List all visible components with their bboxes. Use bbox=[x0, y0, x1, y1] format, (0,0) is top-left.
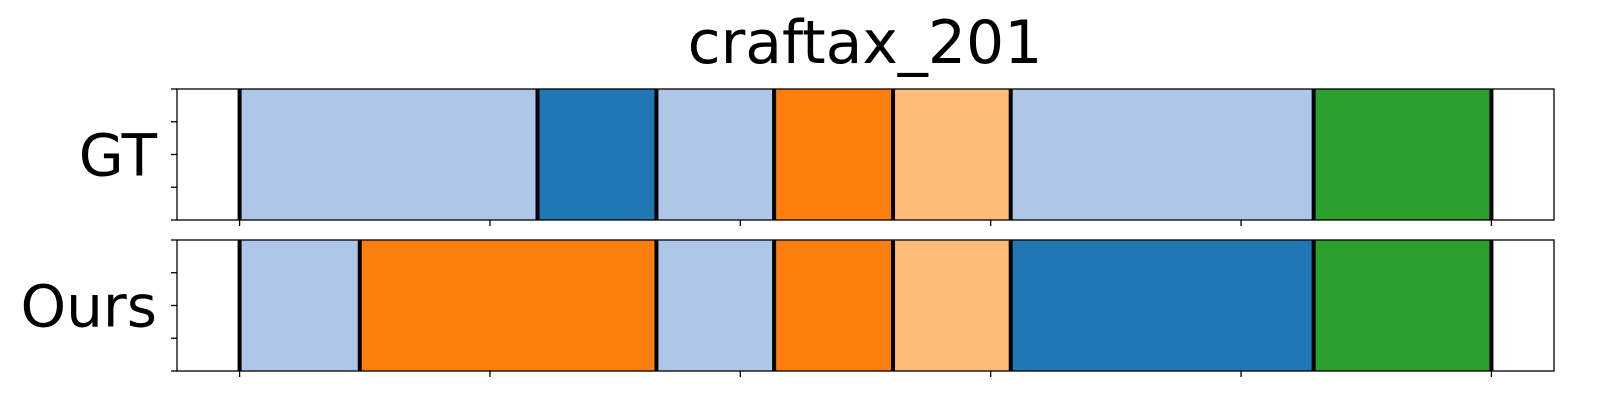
segment-light-blue bbox=[239, 240, 360, 371]
segment-light-orange bbox=[893, 240, 1011, 371]
segment-light-blue bbox=[1010, 89, 1314, 220]
segment-green bbox=[1313, 240, 1492, 371]
row-ours: Ours bbox=[21, 239, 1555, 377]
chart-title: craftax_201 bbox=[688, 8, 1043, 78]
segment-orange bbox=[774, 240, 894, 371]
segment-orange bbox=[359, 240, 657, 371]
row-label: GT bbox=[79, 121, 158, 189]
segment-blue bbox=[1010, 240, 1314, 371]
segment-orange bbox=[774, 89, 894, 220]
row-gt: GT bbox=[79, 88, 1555, 226]
row-label: Ours bbox=[21, 272, 157, 340]
segment-green bbox=[1313, 89, 1492, 220]
segment-blue bbox=[537, 89, 657, 220]
segment-light-orange bbox=[893, 89, 1011, 220]
segment-light-blue bbox=[656, 240, 775, 371]
rows-layer: GT Ours bbox=[21, 88, 1555, 377]
segment-light-blue bbox=[239, 89, 538, 220]
segment-light-blue bbox=[656, 89, 775, 220]
